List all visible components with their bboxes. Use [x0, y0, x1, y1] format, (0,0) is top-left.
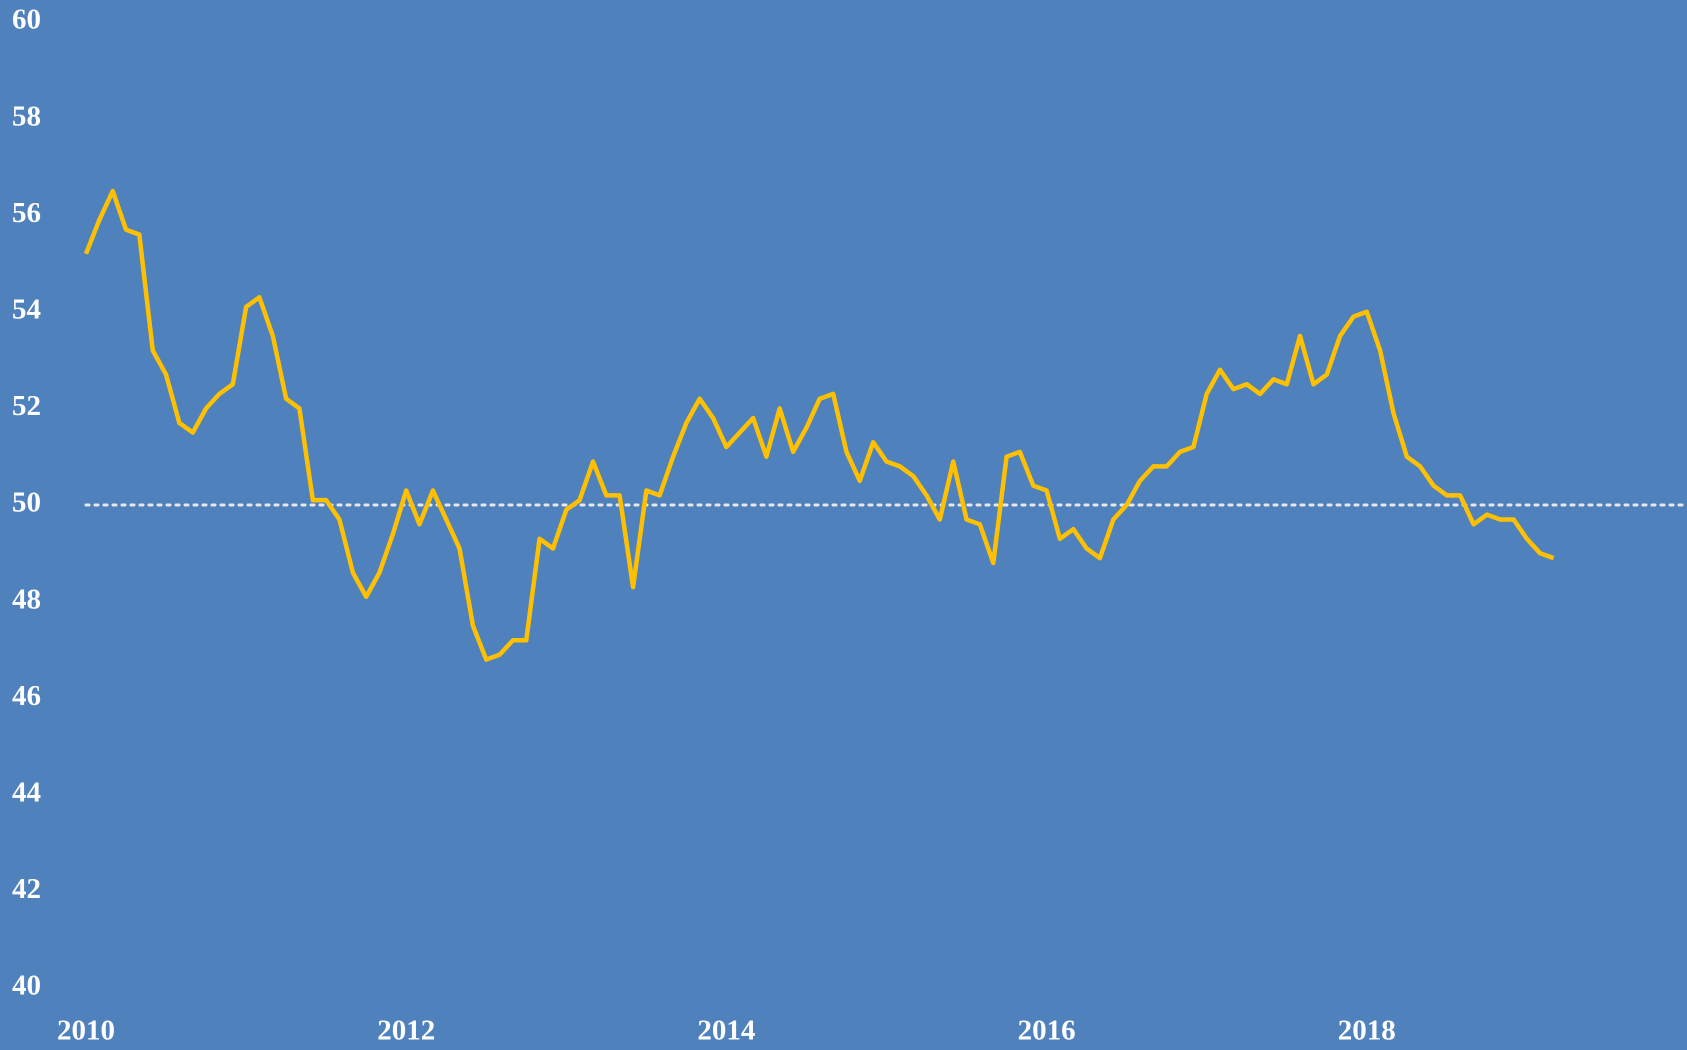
x-tick-label: 2018 [1338, 1015, 1396, 1047]
y-tick-label: 56 [12, 197, 41, 229]
y-tick-label: 42 [12, 873, 41, 905]
y-tick-label: 60 [12, 4, 41, 36]
y-tick-label: 52 [12, 390, 41, 422]
y-tick-label: 58 [12, 100, 41, 132]
x-tick-label: 2014 [697, 1015, 755, 1047]
x-tick-label: 2016 [1018, 1015, 1076, 1047]
data-line [83, 188, 1555, 662]
x-tick-label: 2010 [57, 1015, 115, 1047]
y-tick-label: 40 [12, 970, 41, 1002]
y-tick-label: 50 [12, 487, 41, 519]
x-tick-label: 2012 [377, 1015, 435, 1047]
y-tick-label: 44 [12, 776, 41, 808]
y-tick-label: 46 [12, 680, 41, 712]
y-tick-label: 48 [12, 583, 41, 615]
y-tick-label: 54 [12, 293, 41, 325]
